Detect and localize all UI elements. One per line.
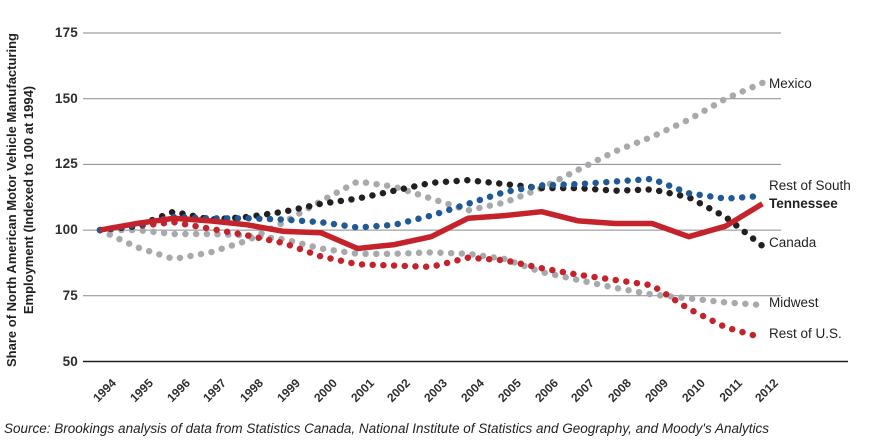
series-label-tennessee: Tennessee — [769, 195, 838, 211]
y-tick-label-125: 125 — [54, 156, 78, 172]
series-line-rest-of-south — [96, 175, 766, 234]
series-label-mexico: Mexico — [769, 75, 812, 91]
series-line-rest-of-u-s — [96, 218, 766, 341]
y-tick-label-175: 175 — [54, 25, 78, 40]
series-label-midwest: Midwest — [769, 294, 819, 310]
y-tick-label-150: 150 — [54, 90, 78, 106]
y-tick-label-75: 75 — [62, 287, 78, 303]
series-line-midwest — [96, 226, 766, 309]
series-label-canada: Canada — [769, 234, 817, 250]
series-line-mexico — [96, 79, 766, 263]
line-chart — [83, 32, 848, 363]
y-tick-label-100: 100 — [54, 222, 78, 238]
series-line-tennessee — [99, 201, 764, 252]
series-label-rest-of-south: Rest of South — [769, 177, 851, 193]
y-tick-label-50: 50 — [62, 353, 78, 369]
series-label-rest-of-u-s: Rest of U.S. — [769, 325, 842, 341]
source-note: Source: Brookings analysis of data from … — [4, 421, 769, 436]
